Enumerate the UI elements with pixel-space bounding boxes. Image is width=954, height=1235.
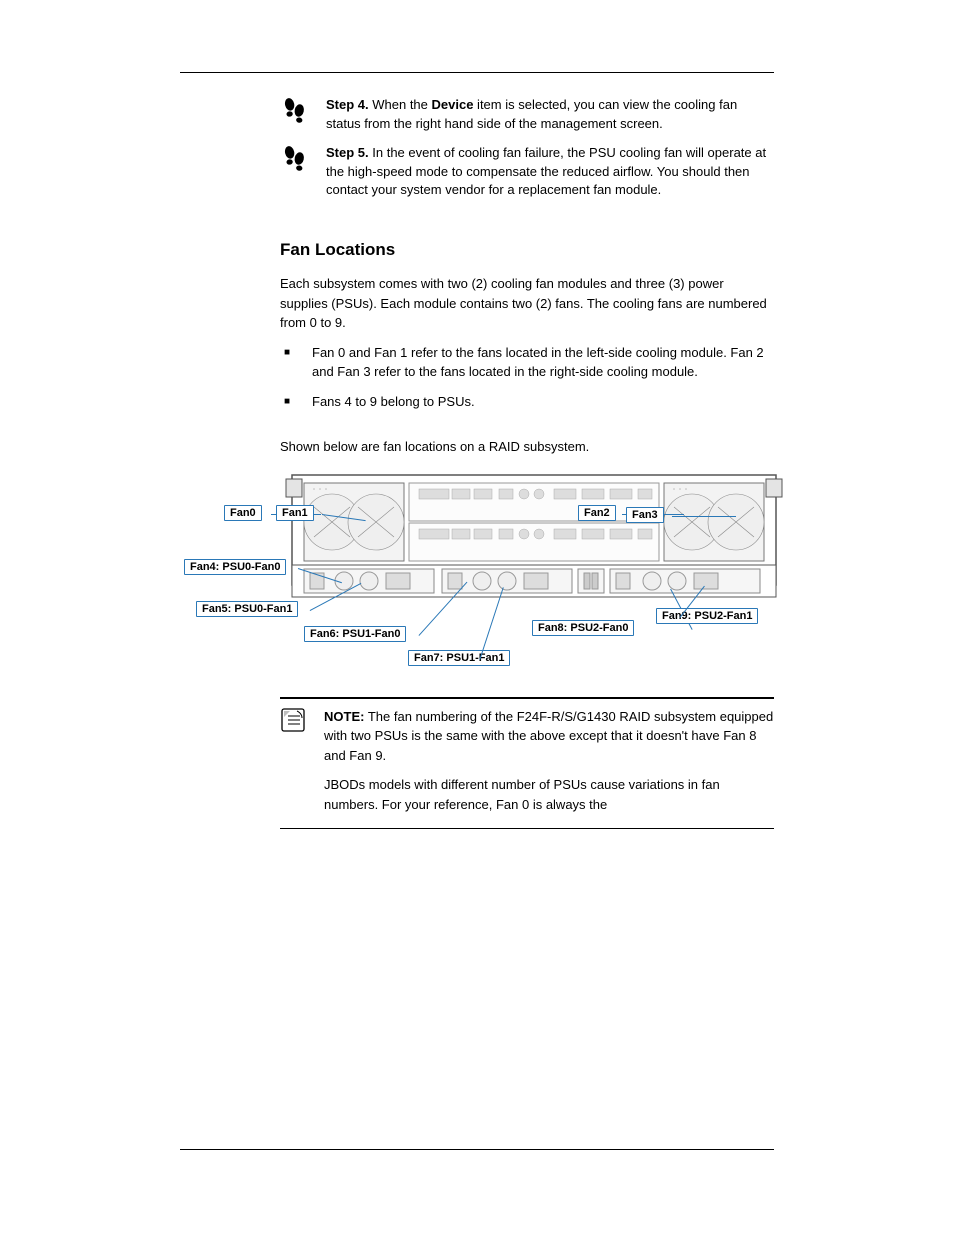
bottom-rule xyxy=(180,1149,774,1150)
label-fan3: Fan3 xyxy=(626,507,664,523)
lead-fan3 xyxy=(672,516,736,517)
bullet-2-text: Fans 4 to 9 belong to PSUs. xyxy=(312,392,774,412)
step-4: Step 4. When the Device item is selected… xyxy=(280,96,774,134)
footsteps-icon xyxy=(280,96,308,134)
note-block: NOTE: The fan numbering of the F24F-R/S/… xyxy=(280,697,774,830)
label-fan6: Fan6: PSU1-Fan0 xyxy=(304,626,406,642)
step-4-bold: Device xyxy=(432,97,474,112)
note-label: NOTE: xyxy=(324,709,364,724)
footsteps-icon xyxy=(280,144,308,201)
label-fan2: Fan2 xyxy=(578,505,616,521)
label-fan8: Fan8: PSU2-Fan0 xyxy=(532,620,634,636)
label-fan9: Fan9: PSU2-Fan1 xyxy=(656,608,758,624)
step-4-num: Step 4. xyxy=(326,97,369,112)
label-fan0: Fan0 xyxy=(224,505,262,521)
label-fan4: Fan4: PSU0-Fan0 xyxy=(184,559,286,575)
step-4-text-a: When the xyxy=(372,97,431,112)
step-5-text: In the event of cooling fan failure, the… xyxy=(326,145,766,198)
top-rule xyxy=(180,72,774,73)
fan-location-diagram: Fan0 Fan1 Fan2 Fan3 Fan4: PSU0-Fan0 Fan5… xyxy=(274,467,794,667)
note-rule-bottom xyxy=(280,828,774,829)
note-body: NOTE: The fan numbering of the F24F-R/S/… xyxy=(324,707,774,815)
step-5-num: Step 5. xyxy=(326,145,369,160)
page-content: Step 4. When the Device item is selected… xyxy=(280,96,774,829)
label-fan7: Fan7: PSU1-Fan1 xyxy=(408,650,510,666)
intro-paragraph: Each subsystem comes with two (2) coolin… xyxy=(280,274,774,333)
label-fan1: Fan1 xyxy=(276,505,314,521)
bullet-1-text: Fan 0 and Fan 1 refer to the fans locate… xyxy=(312,343,774,382)
bullet-2: ■ Fans 4 to 9 belong to PSUs. xyxy=(280,392,774,412)
bullet-marker-icon: ■ xyxy=(280,343,294,382)
note-p2: JBODs models with different number of PS… xyxy=(324,775,774,814)
bullet-marker-icon: ■ xyxy=(280,392,294,412)
step-5: Step 5. In the event of cooling fan fail… xyxy=(280,144,774,201)
note-p1: NOTE: The fan numbering of the F24F-R/S/… xyxy=(324,707,774,766)
label-fan5: Fan5: PSU0-Fan1 xyxy=(196,601,298,617)
bullet-1: ■ Fan 0 and Fan 1 refer to the fans loca… xyxy=(280,343,774,382)
step-5-body: Step 5. In the event of cooling fan fail… xyxy=(326,144,774,201)
figure-caption: Shown below are fan locations on a RAID … xyxy=(280,437,774,457)
note-rule-top xyxy=(280,697,774,699)
bullet-list: ■ Fan 0 and Fan 1 refer to the fans loca… xyxy=(280,343,774,412)
note-icon xyxy=(280,707,306,738)
step-4-body: Step 4. When the Device item is selected… xyxy=(326,96,774,134)
section-heading: Fan Locations xyxy=(280,240,774,260)
note-p1-text: The fan numbering of the F24F-R/S/G1430 … xyxy=(324,709,773,763)
